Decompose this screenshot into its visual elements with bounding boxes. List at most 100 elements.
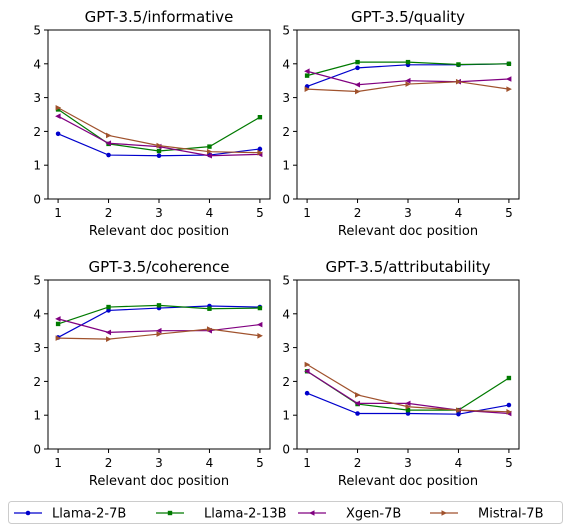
data-point [105,329,112,336]
x-tick-label: 2 [354,206,362,220]
y-tick-label: 0 [282,443,290,457]
y-tick-label: 5 [33,274,41,288]
data-point [257,332,263,339]
legend-marker [25,510,31,516]
data-point [156,331,162,337]
data-point [355,411,360,416]
data-point [257,115,263,120]
y-tick-label: 4 [33,57,41,71]
data-point [206,326,213,332]
y-tick-label: 4 [33,307,41,321]
x-tick-label: 4 [455,206,463,220]
plot-frame [47,279,271,450]
data-point [456,62,461,67]
legend: Llama-2-7B Llama-2-13B Xgen-7B Mistral-7B [8,501,563,524]
plot-frame [47,29,271,200]
data-point [405,81,411,87]
y-tick-label: 0 [33,443,41,457]
x-tick-label: 4 [455,456,463,470]
data-point [156,148,162,154]
data-point [156,327,162,334]
data-point [506,86,512,92]
chart-title: GPT-3.5/informative [85,8,234,26]
x-axis-label: Relevant doc position [338,224,478,239]
data-point [55,107,61,112]
legend-label: Llama-2-13B [204,507,287,522]
y-tick-label: 3 [33,91,41,105]
data-point [55,113,61,119]
y-tick-label: 2 [33,125,41,139]
data-point [55,131,61,137]
data-point [106,308,111,313]
data-point [257,146,263,152]
data-point [55,335,62,341]
legend-label: Mistral-7B [478,507,544,522]
data-point [355,392,361,398]
data-point [506,402,512,408]
data-point [156,153,162,159]
data-point [355,59,360,65]
plot-frame [296,29,520,200]
plot-frame [296,279,520,450]
data-point [156,303,162,308]
y-tick-label: 1 [282,409,290,423]
x-tick-label: 3 [155,456,163,470]
y-tick-label: 4 [282,307,290,321]
data-point [106,152,111,158]
chart-title: GPT-3.5/quality [351,8,465,26]
data-point [355,65,360,71]
data-point [506,409,512,415]
data-point [354,81,361,88]
y-tick-label: 5 [33,24,41,38]
data-point [55,321,61,327]
data-point [405,400,411,407]
data-point [506,375,512,381]
legend-label: Xgen-7B [346,507,401,522]
data-point [505,76,512,82]
x-tick-label: 4 [206,456,214,470]
data-point [355,88,361,95]
data-point [455,78,462,85]
x-axis-label: Relevant doc position [89,474,229,489]
chart-title: GPT-3.5/attributability [326,258,491,276]
x-tick-label: 3 [155,206,163,220]
y-tick-label: 1 [33,409,41,423]
x-axis-label: Relevant doc position [338,474,478,489]
x-tick-label: 5 [256,206,264,220]
data-point [206,148,213,155]
x-tick-label: 3 [404,206,412,220]
data-point [304,390,310,396]
data-point [106,304,111,310]
legend-marker [167,510,173,516]
y-tick-label: 5 [282,24,290,38]
x-tick-label: 1 [54,206,62,220]
data-point [405,407,411,413]
data-point [55,104,62,111]
y-tick-label: 1 [282,159,290,173]
data-point [304,68,310,75]
data-point [256,321,263,328]
x-tick-label: 2 [354,456,362,470]
data-point [354,400,361,407]
data-point [405,403,411,410]
x-tick-label: 5 [505,456,513,470]
y-tick-label: 2 [33,375,41,389]
x-tick-label: 5 [505,206,513,220]
data-point [106,132,112,139]
y-tick-label: 1 [33,159,41,173]
data-point [257,305,263,311]
data-point [304,86,311,92]
legend-label: Llama-2-7B [52,507,126,522]
y-tick-label: 5 [282,274,290,288]
y-tick-label: 3 [282,91,290,105]
data-point [304,368,310,375]
x-tick-label: 1 [54,456,62,470]
data-point [207,144,212,149]
x-tick-label: 3 [404,456,412,470]
data-point [405,411,411,416]
legend-marker [441,510,447,516]
data-point [304,73,310,78]
